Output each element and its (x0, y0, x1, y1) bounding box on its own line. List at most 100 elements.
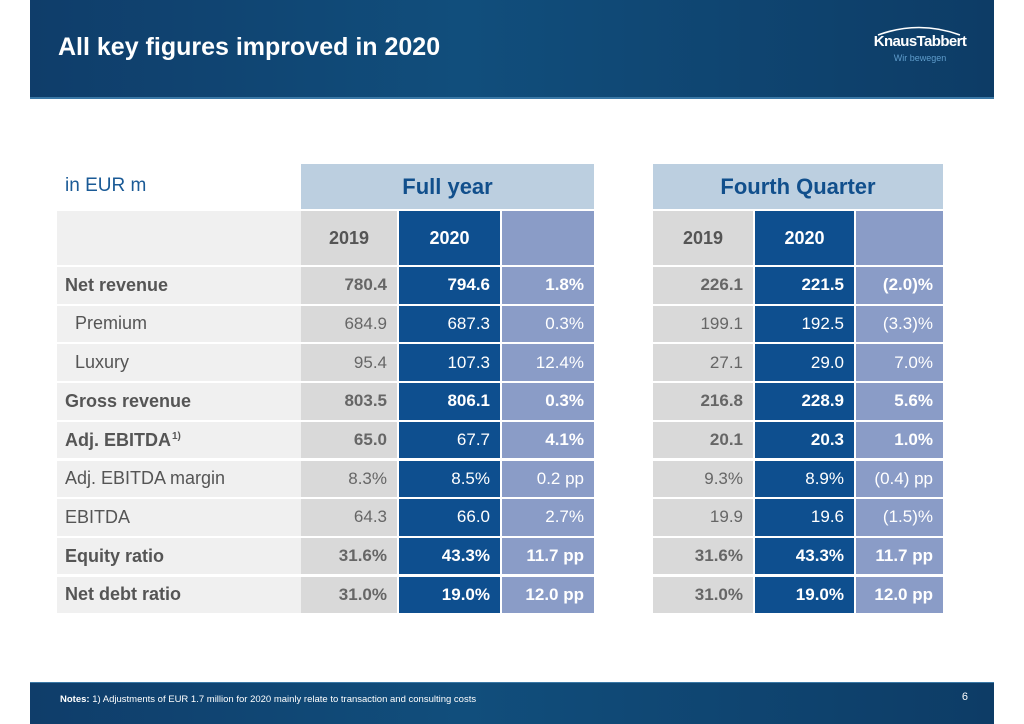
fy-delta-value: 12.4% (502, 344, 594, 381)
q4-2020-value: 19.0% (755, 576, 854, 614)
q4-2019-value: 216.8 (653, 383, 753, 420)
fy-2019-value: 780.4 (301, 267, 397, 304)
fy-2020-value: 43.3% (399, 537, 500, 575)
row-label-text: EBITDA (65, 506, 131, 527)
fy-2020-value: 66.0 (399, 499, 500, 536)
year-header-label-cell (57, 211, 301, 265)
fy-2020-value: 794.6 (399, 267, 500, 304)
fy-2019-value: 95.4 (301, 344, 397, 381)
q4-delta-value: (3.3)% (856, 305, 943, 343)
q4-2020-value: 228.9 (755, 383, 854, 420)
q4-2020-header: 2020 (755, 211, 854, 265)
q4-2019-value: 199.1 (653, 305, 753, 343)
row-label-text: Equity ratio (65, 545, 165, 566)
header-band: All key figures improved in 2020 KnausTa… (30, 0, 994, 99)
table-row: Net revenue 780.4 794.6 1.8% 226.1 221.5 (2.0)… (57, 267, 943, 304)
q4-2019-value: 31.6% (653, 537, 753, 575)
fy-2020-header: 2020 (399, 211, 500, 265)
q4-2019-value: 20.1 (653, 421, 753, 459)
unit-label: in EUR m (65, 175, 147, 196)
fy-delta-value: 1.8% (502, 267, 594, 304)
fy-delta-value: 2.7% (502, 499, 594, 536)
company-logo: KnausTabbert Wir bewegen (860, 24, 980, 70)
notes-text: 1) Adjustments of EUR 1.7 million for 20… (92, 694, 477, 705)
q4-2020-value: 29.0 (755, 344, 854, 381)
table-row: Adj. EBITDA 1) 65.0 67.7 4.1% 20.1 20.3 1.0% (57, 421, 943, 459)
q4-2020-value: 8.9% (755, 460, 854, 497)
group-header-fourth-quarter: Fourth Quarter (653, 164, 943, 209)
fy-2019-value: 8.3% (301, 460, 397, 497)
row-label-text: Premium (75, 313, 148, 334)
q4-2020-value: 43.3% (755, 537, 854, 575)
table-row: Net debt ratio 31.0% 19.0% 12.0 pp 31.0% 19.0… (57, 576, 943, 614)
fy-delta-value: 12.0 pp (502, 576, 594, 614)
notes-label: Notes: (60, 694, 90, 705)
logo-tagline: Wir bewegen (893, 53, 947, 63)
row-label: Adj. EBITDA margin (57, 460, 301, 497)
page-number: 6 (961, 691, 968, 703)
q4-2019-value: 9.3% (653, 460, 753, 497)
fy-2019-value: 684.9 (301, 305, 397, 343)
row-label: Premium (57, 305, 301, 343)
fy-2020-value: 67.7 (399, 421, 500, 459)
table-row: EBITDA 64.3 66.0 2.7% 19.9 19.6 (1.5)% (57, 499, 943, 536)
fy-delta-header (502, 211, 594, 265)
fy-delta-value: 0.3% (502, 383, 594, 420)
q4-2020-value: 19.6 (755, 499, 854, 536)
table-row: Equity ratio 31.6% 43.3% 11.7 pp 31.6% 43.3% 1… (57, 537, 943, 575)
row-label: Net debt ratio (57, 576, 301, 614)
q4-2020-value: 192.5 (755, 305, 854, 343)
fy-2019-value: 31.0% (301, 576, 397, 614)
group-header-full-year: Full year (301, 164, 594, 209)
fy-2020-value: 806.1 (399, 383, 500, 420)
row-label-text: Luxury (75, 352, 130, 373)
table-row: Adj. EBITDA margin 8.3% 8.5% 0.2 pp 9.3% 8.9%… (57, 460, 943, 497)
fy-2019-value: 65.0 (301, 421, 397, 459)
q4-delta-value: (0.4) pp (856, 460, 943, 497)
q4-delta-value: 7.0% (856, 344, 943, 381)
row-label: Gross revenue (57, 383, 301, 420)
footnote-marker: 1) (172, 430, 181, 442)
footnote: Notes: 1) Adjustments of EUR 1.7 million… (60, 694, 476, 705)
logo-name: KnausTabbert (873, 33, 967, 50)
row-label: Equity ratio (57, 537, 301, 575)
fy-2019-value: 31.6% (301, 537, 397, 575)
row-label-text: Adj. EBITDA (65, 429, 171, 450)
row-label-text: Net revenue (65, 274, 169, 295)
q4-delta-value: 11.7 pp (856, 537, 943, 575)
q4-2019-value: 19.9 (653, 499, 753, 536)
fy-delta-value: 11.7 pp (502, 537, 594, 575)
row-label: EBITDA (57, 499, 301, 536)
q4-2019-header: 2019 (653, 211, 753, 265)
q4-delta-header (856, 211, 943, 265)
row-label: Adj. EBITDA 1) (57, 421, 301, 459)
table-row: Gross revenue 803.5 806.1 0.3% 216.8 228.9 5.6… (57, 383, 943, 420)
q4-2019-value: 226.1 (653, 267, 753, 304)
fy-2019-value: 803.5 (301, 383, 397, 420)
year-header-row: 2019 2020 2019 2020 (57, 211, 943, 265)
row-label-text: Adj. EBITDA margin (65, 468, 226, 489)
page-title: All key figures improved in 2020 (58, 33, 441, 61)
q4-2019-value: 27.1 (653, 344, 753, 381)
q4-2019-value: 31.0% (653, 576, 753, 614)
q4-delta-value: 1.0% (856, 421, 943, 459)
fy-delta-value: 4.1% (502, 421, 594, 459)
q4-delta-value: (1.5)% (856, 499, 943, 536)
row-label-text: Gross revenue (65, 390, 192, 411)
row-label: Luxury (57, 344, 301, 381)
q4-delta-value: 5.6% (856, 383, 943, 420)
logo-arc-icon (877, 26, 961, 36)
q4-delta-value: 12.0 pp (856, 576, 943, 614)
q4-2020-value: 20.3 (755, 421, 854, 459)
table-row: Luxury 95.4 107.3 12.4% 27.1 29.0 7.0% (57, 344, 943, 381)
row-label-text: Net debt ratio (65, 584, 182, 605)
q4-2020-value: 221.5 (755, 267, 854, 304)
fy-2020-value: 687.3 (399, 305, 500, 343)
fy-2019-header: 2019 (301, 211, 397, 265)
fy-delta-value: 0.2 pp (502, 460, 594, 497)
fy-2020-value: 19.0% (399, 576, 500, 614)
fy-2020-value: 107.3 (399, 344, 500, 381)
fy-delta-value: 0.3% (502, 305, 594, 343)
footer-band: Notes: 1) Adjustments of EUR 1.7 million… (30, 682, 994, 724)
fy-2019-value: 64.3 (301, 499, 397, 536)
